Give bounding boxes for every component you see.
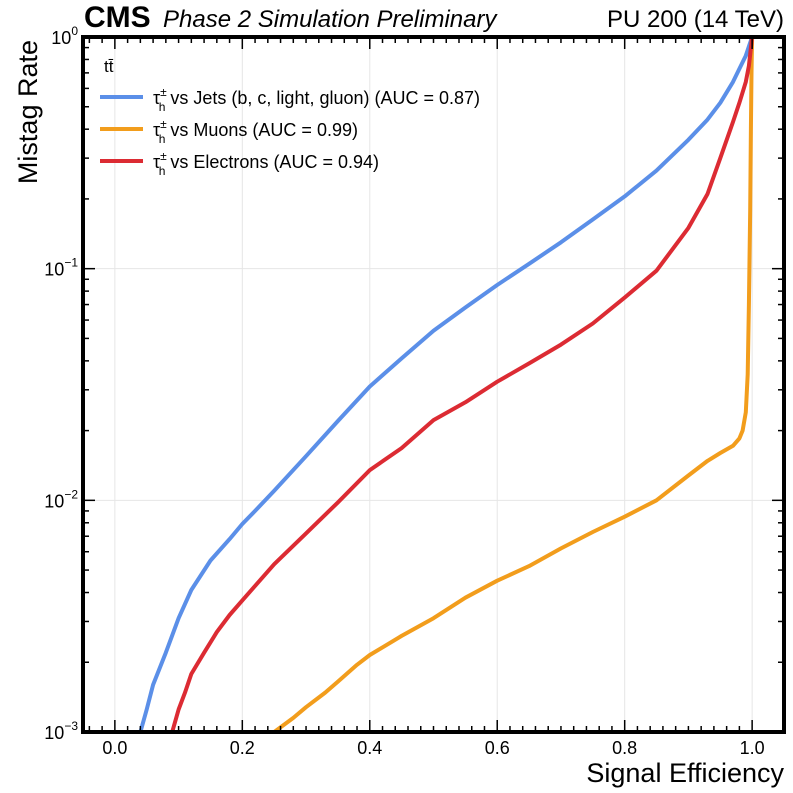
legend-label-1: τ± h vs Jets (b, c, light, gluon) (AUC = …: [153, 85, 480, 114]
plot-frame: [81, 35, 786, 734]
series-line-3: [170, 37, 755, 732]
chart-subtitle: Phase 2 Simulation Preliminary: [163, 6, 498, 33]
x-tick-label: 0.0: [102, 738, 127, 758]
y-axis-label: Mistag Rate: [13, 40, 43, 184]
axis-ticks: [83, 36, 784, 733]
legend-process-label: tt̄: [104, 57, 114, 76]
y-tick-label: 100: [51, 24, 78, 48]
y-tick-label: 10−1: [44, 256, 78, 280]
legend-label-3: τ± h vs Electrons (AUC = 0.94): [153, 149, 379, 178]
legend-label-2: τ± h vs Muons (AUC = 0.99): [153, 117, 358, 146]
x-tick-label: 0.6: [485, 738, 510, 758]
x-tick-label: 0.4: [357, 738, 382, 758]
grid: [83, 36, 784, 733]
x-tick-labels: 0.0 0.2 0.4 0.6 0.8 1.0: [102, 738, 764, 758]
series-group: [138, 37, 755, 732]
x-tick-label: 1.0: [740, 738, 765, 758]
series-line-1: [138, 37, 755, 732]
y-tick-label: 10−2: [44, 487, 78, 511]
series-line-2: [272, 37, 755, 732]
x-tick-label: 0.2: [230, 738, 255, 758]
legend: τ± h vs Jets (b, c, light, gluon) (AUC = …: [100, 85, 480, 178]
y-tick-labels: 10−3 10−2 10−1 100: [44, 24, 78, 743]
pu-energy-label: PU 200 (14 TeV): [607, 6, 784, 33]
y-tick-label: 10−3: [44, 719, 78, 743]
x-axis-label: Signal Efficiency: [586, 758, 784, 788]
cms-label: CMS: [84, 1, 151, 34]
x-tick-label: 0.8: [612, 738, 637, 758]
